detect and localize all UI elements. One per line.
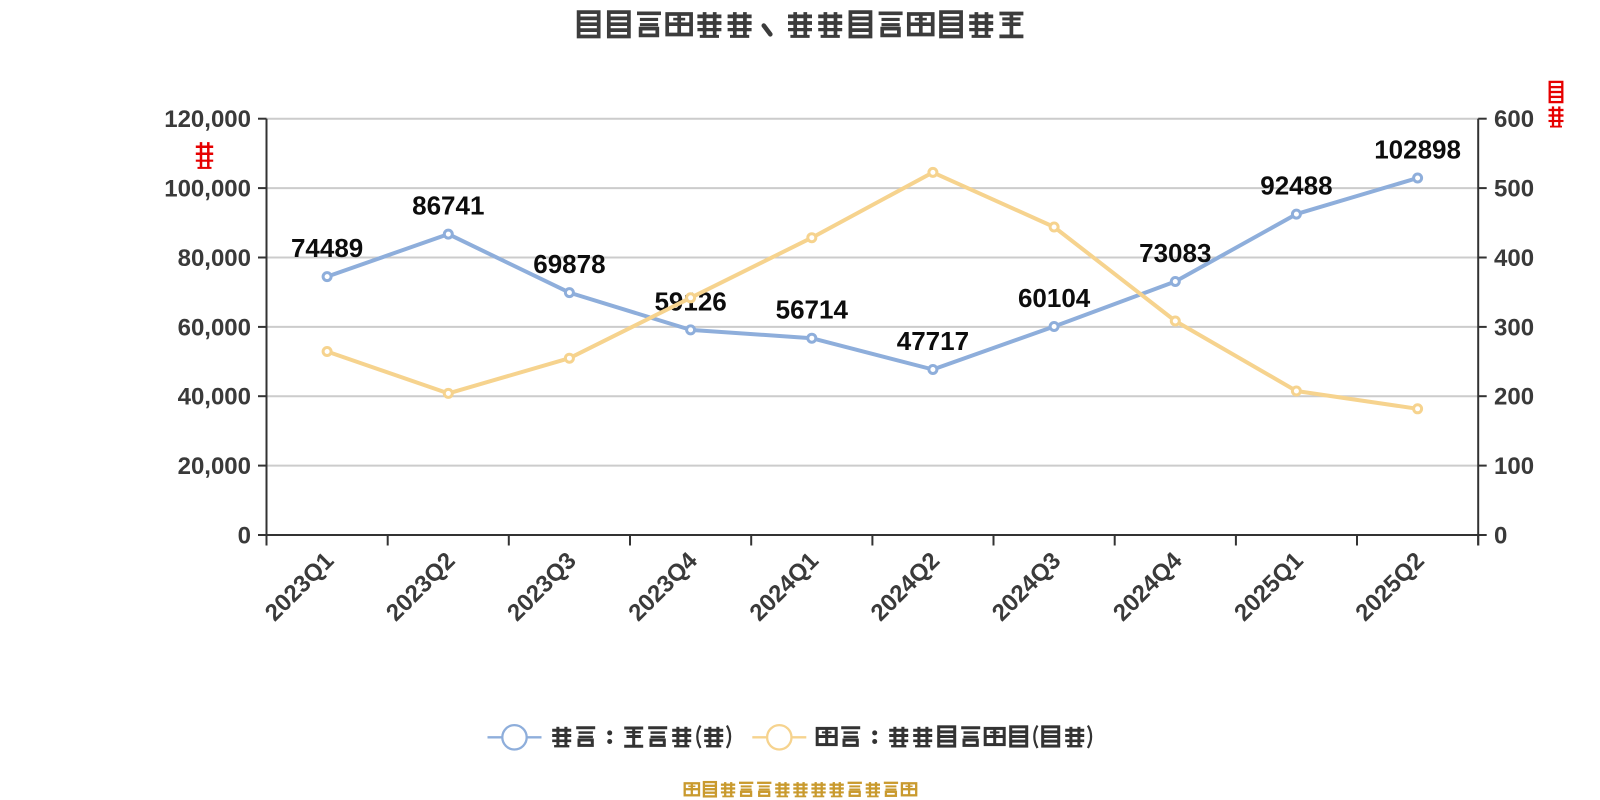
svg-text:73083: 73083 [1139,238,1211,268]
svg-text:102898: 102898 [1374,135,1461,165]
svg-text:92488: 92488 [1260,171,1332,201]
svg-text:20,000: 20,000 [178,453,251,480]
svg-text:60,000: 60,000 [178,314,251,341]
svg-text:40,000: 40,000 [178,384,251,411]
svg-text:74489: 74489 [291,233,363,263]
svg-text:0: 0 [1494,523,1507,550]
svg-text:56714: 56714 [776,295,849,325]
svg-text:400: 400 [1494,245,1534,272]
svg-text:500: 500 [1494,176,1534,203]
svg-text:300: 300 [1494,314,1534,341]
svg-text:600: 600 [1494,106,1534,133]
svg-text:60104: 60104 [1018,283,1091,313]
svg-text:0: 0 [238,523,251,550]
svg-text:47717: 47717 [897,326,969,356]
svg-text:86741: 86741 [412,191,484,221]
svg-text:200: 200 [1494,384,1534,411]
svg-text:100,000: 100,000 [164,176,251,203]
svg-text:80,000: 80,000 [178,245,251,272]
svg-text:69878: 69878 [533,249,605,279]
svg-text:120,000: 120,000 [164,106,251,133]
svg-text:100: 100 [1494,453,1534,480]
